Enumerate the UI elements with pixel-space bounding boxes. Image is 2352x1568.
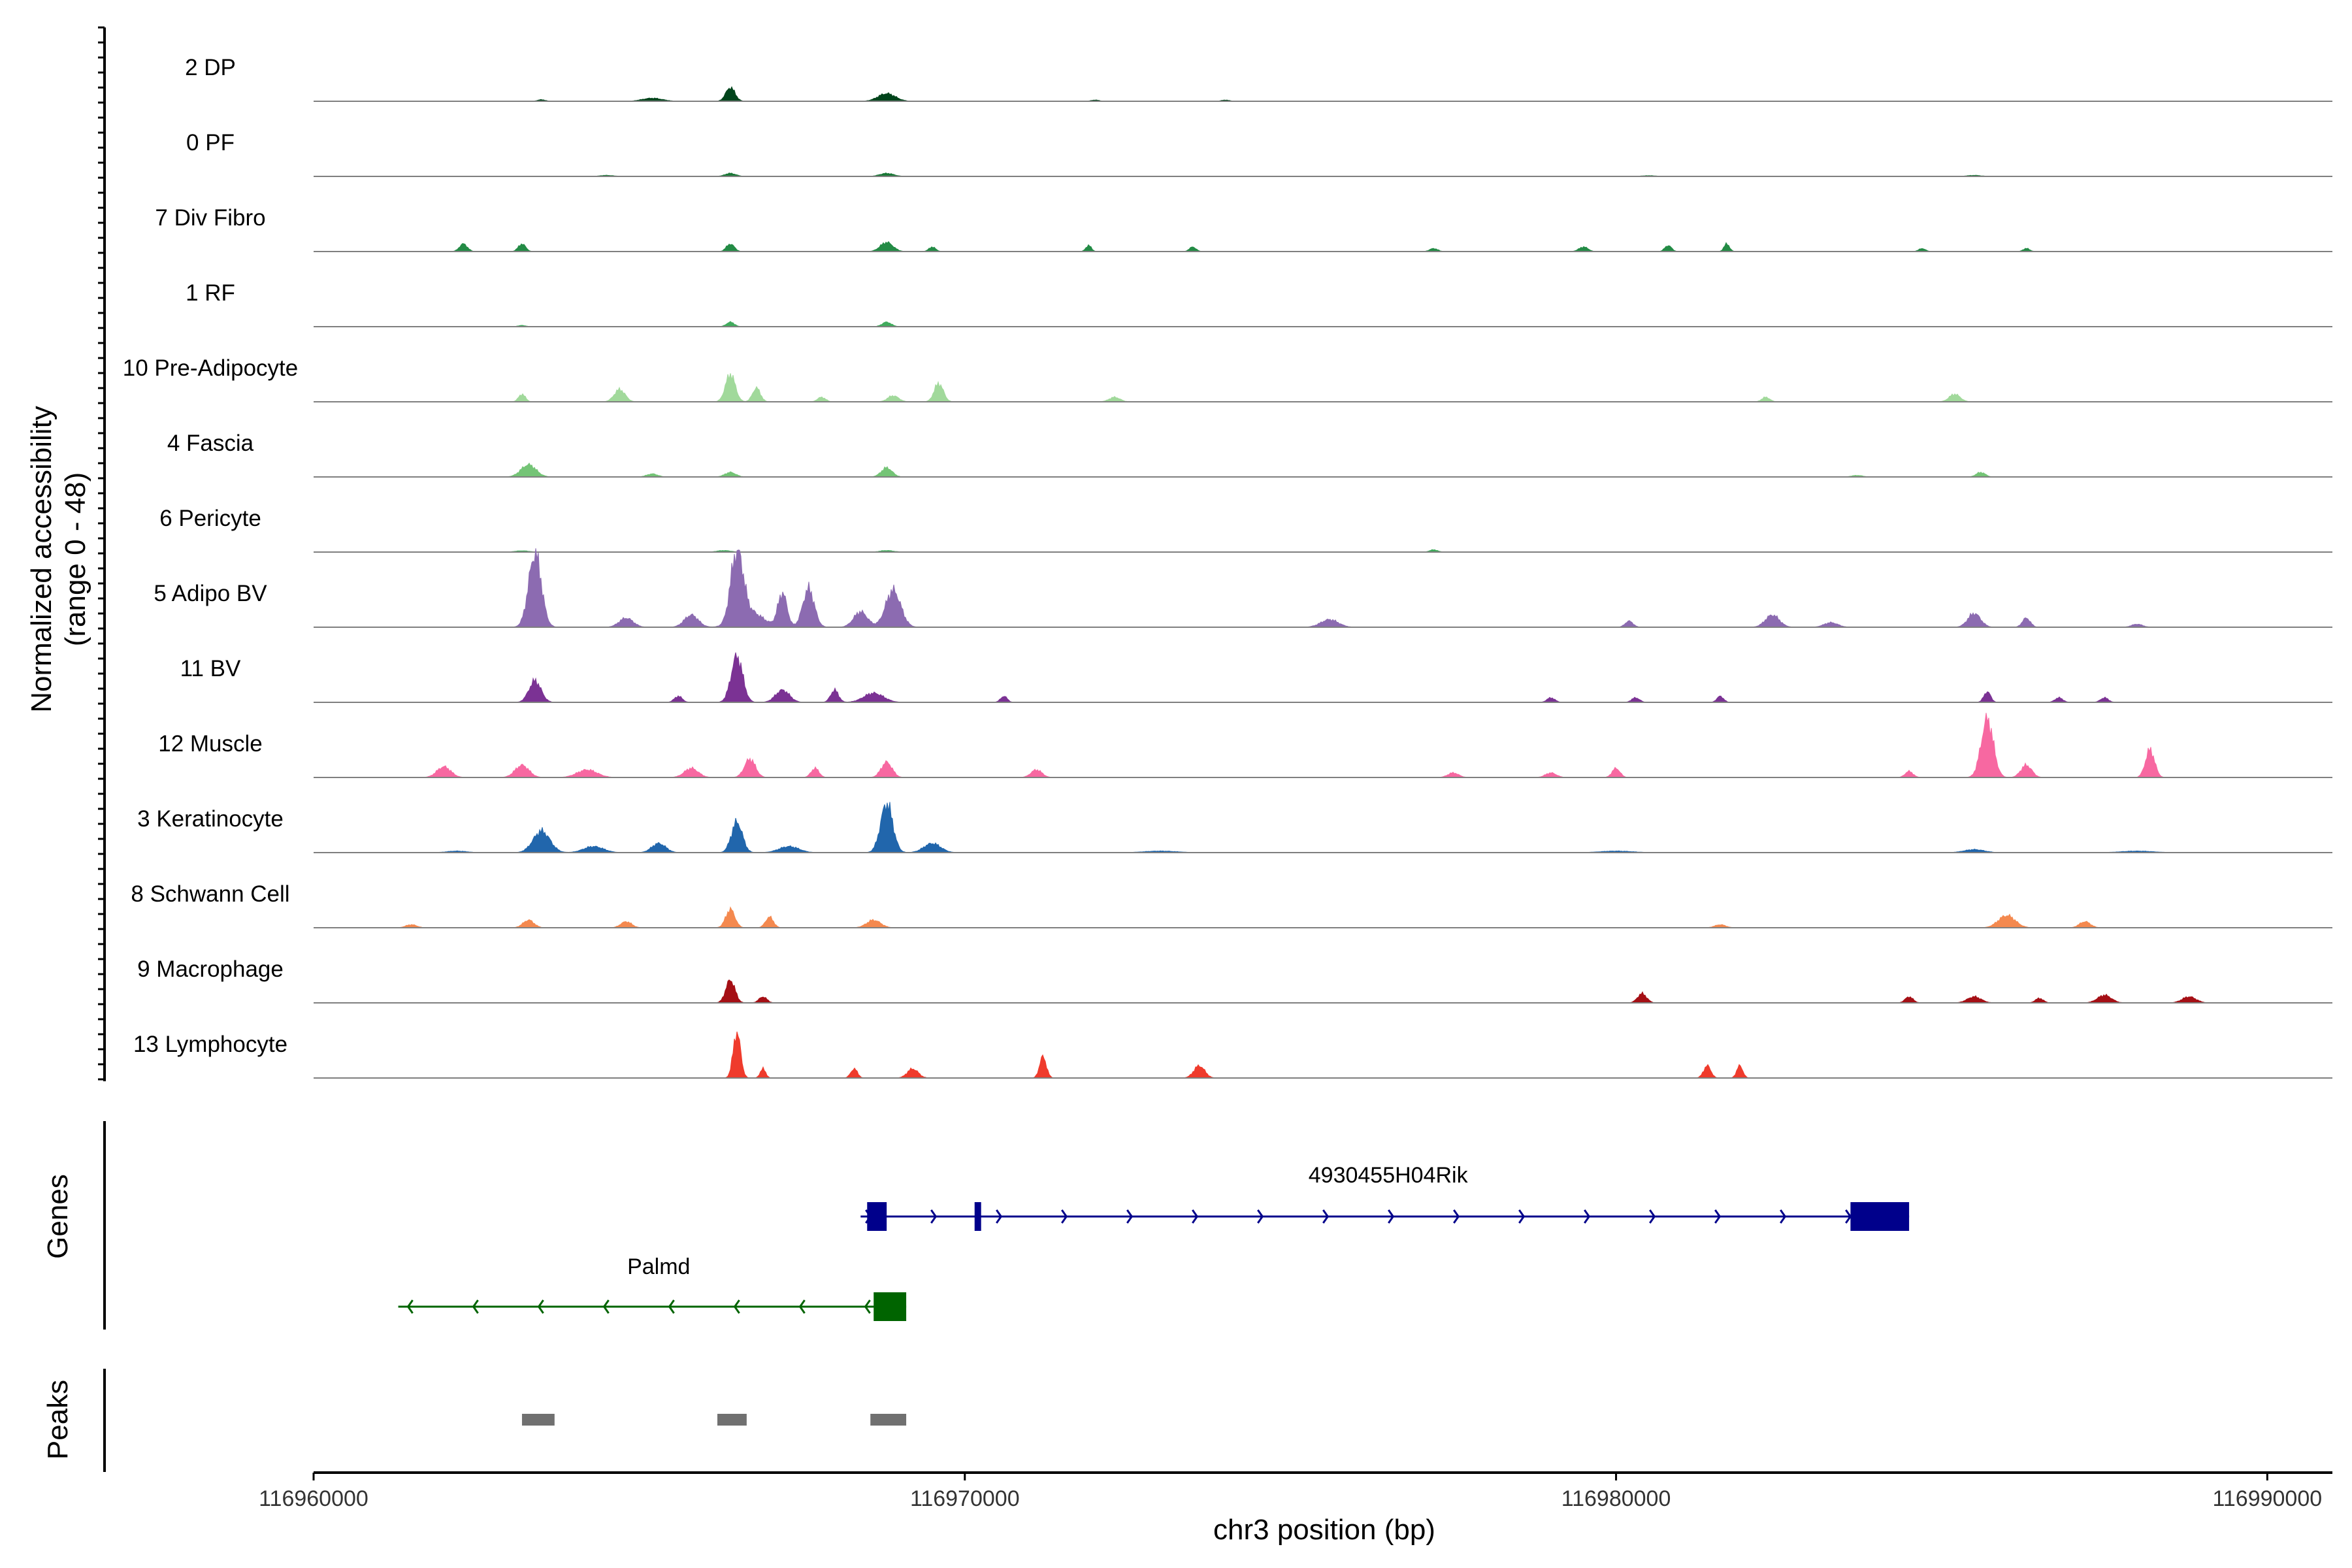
track-label: 11 BV (180, 656, 241, 681)
track-label: 3 Keratinocyte (137, 806, 284, 832)
strand-chevron-icon (1192, 1209, 1199, 1224)
track-label: 5 Adipo BV (154, 581, 267, 606)
gene-exon (1850, 1202, 1910, 1231)
track-0: 2 DP (185, 55, 2332, 102)
track-6: 6 Pericyte (159, 506, 2332, 553)
track-3: 1 RF (186, 280, 2332, 327)
track-label: 12 Muscle (158, 731, 263, 757)
peaks-panel-title: Peaks (42, 1380, 74, 1460)
gene-exon (974, 1202, 981, 1231)
track-label: 13 Lymphocyte (133, 1032, 287, 1057)
strand-chevron-icon (1649, 1209, 1656, 1224)
track-label: 10 Pre-Adipocyte (123, 355, 298, 381)
strand-chevron-icon (1845, 1209, 1852, 1224)
gene-label: 4930455H04Rik (1309, 1163, 1469, 1188)
strand-chevron-icon (1061, 1209, 1068, 1224)
track-12: 9 Macrophage (137, 956, 2332, 1004)
y-axis-title-line1: Normalized accessibility (25, 406, 57, 712)
strand-chevron-icon (1388, 1209, 1395, 1224)
track-7: 5 Adipo BV (154, 548, 2332, 628)
strand-chevron-icon (537, 1299, 544, 1314)
track-8: 11 BV (180, 652, 2332, 703)
x-tick-label: 116990000 (2212, 1486, 2322, 1511)
track-label: 6 Pericyte (159, 506, 261, 531)
strand-chevron-icon (1453, 1209, 1460, 1224)
gene-exon (874, 1292, 907, 1321)
strand-chevron-icon (864, 1299, 871, 1314)
track-2: 7 Div Fibro (155, 205, 2332, 252)
peak-region-bar (521, 1414, 555, 1426)
strand-chevron-icon (996, 1209, 1003, 1224)
track-5: 4 Fascia (167, 431, 2332, 478)
track-13: 13 Lymphocyte (133, 1031, 2332, 1079)
strand-chevron-icon (1714, 1209, 1722, 1224)
track-label: 0 PF (186, 130, 235, 155)
strand-chevron-icon (798, 1299, 806, 1314)
gene-label: Palmd (627, 1254, 690, 1279)
strand-chevron-icon (1126, 1209, 1134, 1224)
track-1: 0 PF (186, 130, 2332, 177)
accessibility-axis (98, 26, 106, 1081)
gene-palmd: Palmd (398, 1254, 907, 1321)
track-label: 9 Macrophage (137, 956, 284, 982)
peak-region-bar (870, 1414, 907, 1426)
track-4: 10 Pre-Adipocyte (123, 355, 2332, 402)
strand-chevron-icon (668, 1299, 675, 1314)
genes-panel: 4930455H04Rik Palmd (398, 1163, 1910, 1321)
strand-chevron-icon (1322, 1209, 1330, 1224)
track-label: 1 RF (186, 280, 235, 306)
strand-chevron-icon (472, 1299, 479, 1314)
x-tick-label: 116960000 (259, 1486, 368, 1511)
strand-chevron-icon (406, 1299, 414, 1314)
strand-chevron-icon (1584, 1209, 1591, 1224)
x-axis-title: chr3 position (bp) (1213, 1514, 1435, 1546)
x-tick-label: 116970000 (910, 1486, 1020, 1511)
strand-chevron-icon (1257, 1209, 1264, 1224)
track-label: 7 Div Fibro (155, 205, 265, 231)
x-tick-label: 116980000 (1561, 1486, 1671, 1511)
strand-chevron-icon (1780, 1209, 1787, 1224)
strand-chevron-icon (733, 1299, 740, 1314)
genes-panel-title: Genes (42, 1174, 74, 1259)
peaks-panel (521, 1414, 907, 1426)
strand-chevron-icon (1518, 1209, 1526, 1224)
track-10: 3 Keratinocyte (137, 802, 2332, 853)
track-label: 8 Schwann Cell (131, 881, 289, 907)
peak-region-bar (717, 1414, 747, 1426)
track-label: 4 Fascia (167, 431, 254, 456)
x-axis: 116960000 116970000 116980000 116990000 (259, 1471, 2332, 1511)
coverage-tracks: 2 DP 0 PF 7 Div Fibro 1 RF 10 Pre-Adipocyte 4… (123, 55, 2332, 1079)
gene-4930455h04rik: 4930455H04Rik (860, 1163, 1910, 1231)
track-11: 8 Schwann Cell (131, 881, 2332, 928)
y-axis-title-line2: (range 0 - 48) (59, 472, 91, 647)
gene-exon (867, 1202, 887, 1231)
strand-chevron-icon (930, 1209, 938, 1224)
track-label: 2 DP (185, 55, 236, 80)
strand-chevron-icon (602, 1299, 610, 1314)
track-9: 12 Muscle (158, 713, 2332, 778)
